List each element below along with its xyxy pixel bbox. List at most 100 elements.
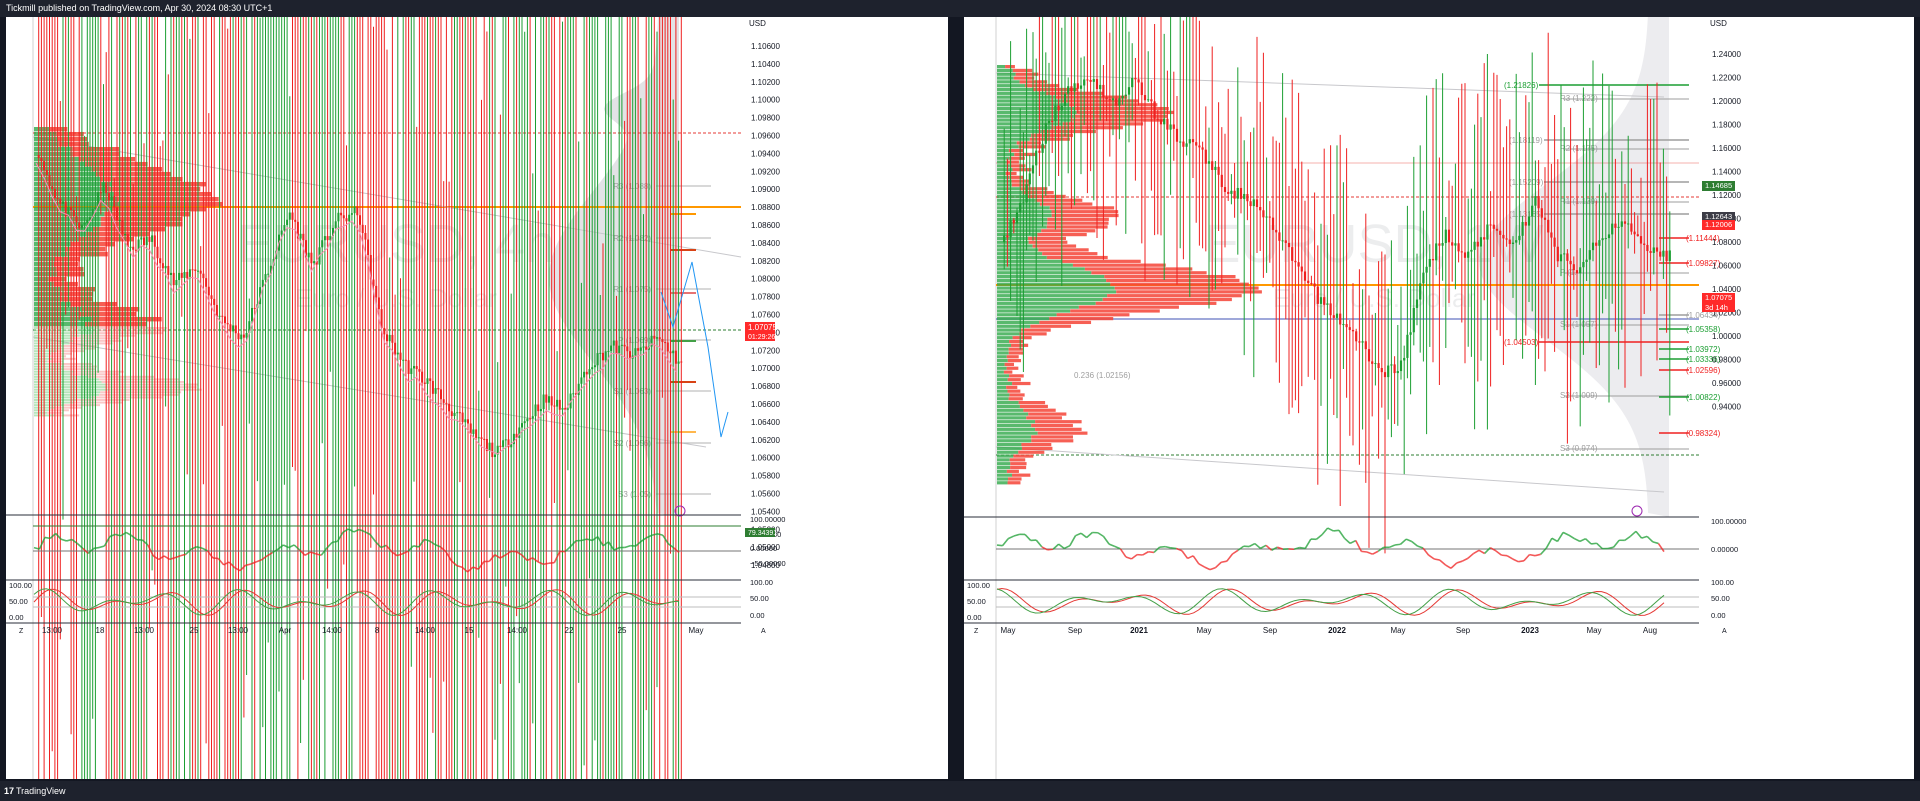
zoom-button[interactable]: Z	[19, 628, 24, 635]
candle-body	[232, 325, 235, 332]
oscillator-line	[1366, 551, 1373, 555]
candle-body	[1284, 240, 1287, 243]
candle-body	[1239, 187, 1243, 199]
volume-profile-bar-bull	[997, 248, 1039, 252]
oscillator-line	[1417, 545, 1424, 549]
candle-body	[234, 325, 237, 334]
candle-body	[1102, 84, 1105, 98]
volume-profile-bar-bear	[1027, 194, 1066, 199]
candle-body	[1428, 258, 1431, 267]
candle-body	[1342, 324, 1345, 326]
zoom-button[interactable]: Z	[974, 628, 979, 635]
oscillator-line	[1052, 543, 1060, 550]
oscillator-line	[1086, 531, 1093, 539]
candle-body	[1668, 250, 1671, 262]
volume-profile-bar-bull	[34, 334, 80, 337]
oscillator-line	[1131, 553, 1138, 560]
stoch-axis-tick-left: 50.00	[967, 597, 986, 606]
volume-profile-bar-bear	[1005, 171, 1017, 176]
volume-profile-bar-bear	[1006, 469, 1019, 473]
volume-profile-bar-bull	[997, 381, 1013, 386]
candle-body	[1348, 327, 1351, 330]
volume-profile-bar-bull	[997, 412, 1029, 416]
fib-label: (1.21826)	[1504, 81, 1539, 90]
volume-profile-bar-bull	[997, 229, 1042, 233]
chart-panel-right[interactable]: EURUSD, 1W Euro / U.S. Dollar R3 (1.222) R2…	[964, 17, 1914, 779]
oscillator-line	[1372, 550, 1379, 555]
volume-profile-bar-bear	[1035, 420, 1082, 424]
oscillator-line	[228, 561, 236, 569]
candle-body	[1515, 240, 1518, 243]
volume-profile-bar-bull	[997, 473, 1013, 477]
candle-body	[1508, 239, 1511, 244]
candle-body	[475, 429, 478, 438]
last-price-tag	[745, 322, 775, 341]
time-tick: 2021	[1130, 626, 1148, 635]
time-tick: Aug	[1643, 626, 1657, 635]
volume-profile-bar-bull	[997, 343, 1012, 347]
candle-body	[337, 212, 340, 222]
volume-profile-bar-bear	[81, 307, 140, 312]
candle-body	[1527, 216, 1531, 226]
price-tick: 1.06200	[751, 436, 780, 445]
flash-icon	[674, 505, 686, 517]
candle-body	[280, 230, 283, 235]
price-tick: 1.04800	[751, 561, 780, 570]
candle-body	[1441, 243, 1444, 246]
oscillator-line	[1343, 537, 1351, 544]
volume-profile-bar-bull	[997, 359, 1008, 363]
volume-profile-bar-bull	[997, 301, 1096, 305]
candle-body	[97, 192, 100, 208]
candle-body	[202, 273, 205, 279]
auto-scale-button[interactable]: A	[761, 628, 766, 635]
volume-profile-bar-bull	[34, 368, 62, 371]
candle-body	[1015, 212, 1019, 224]
oscillator-line	[1102, 535, 1110, 545]
candle-body	[269, 265, 272, 274]
oscillator-line	[1473, 549, 1480, 555]
volume-profile-bar-bear	[1004, 362, 1014, 367]
volume-profile-bar-bull	[997, 271, 1092, 275]
candle-body	[91, 208, 94, 218]
candle-body	[1652, 247, 1655, 253]
candle-body	[634, 348, 637, 356]
candle-body	[580, 377, 583, 384]
stoch-axis-tick: 50.00	[1711, 594, 1730, 603]
countdown: 01:29:26	[748, 334, 775, 341]
oscillator-line	[1629, 530, 1637, 537]
footer-bar: 17 TradingView	[0, 781, 1920, 801]
price-tick: 0.94000	[1712, 403, 1741, 412]
candle-body	[175, 280, 178, 286]
volume-profile-bar-bear	[79, 334, 136, 337]
footer-brand[interactable]: TradingView	[16, 786, 66, 796]
oscillator-line	[1641, 535, 1648, 539]
candle-body	[224, 316, 226, 324]
candle-body	[1435, 243, 1438, 261]
oscillator-line	[564, 545, 572, 553]
osc-axis-tick: 100.00000	[750, 515, 785, 524]
oscillator-line	[196, 546, 203, 549]
candle-body	[1051, 120, 1054, 122]
price-tag-text: 1.07075	[1705, 293, 1732, 302]
auto-scale-button[interactable]: A	[1722, 628, 1727, 635]
volume-profile-bar-bear	[111, 207, 207, 212]
volume-profile-bar-bear	[1012, 68, 1033, 73]
oscillator-line	[439, 546, 447, 553]
oscillator-line	[1456, 560, 1463, 564]
volume-profile-bar-bull	[997, 76, 1014, 80]
volume-profile-bar-bull	[997, 366, 1007, 370]
candle-body	[1505, 238, 1508, 240]
oscillator-line	[266, 551, 273, 557]
volume-profile-bar-bull	[997, 481, 1008, 485]
chart-panel-left[interactable]: EURUSD, 4h Euro / U.S. Dollar R3 (1.088) R2…	[6, 17, 948, 779]
oscillator-line	[1159, 545, 1166, 548]
price-tick: 1.24000	[1712, 50, 1741, 59]
candle-body	[1335, 313, 1339, 318]
volume-profile-bar-bear	[104, 212, 191, 217]
oscillator-line	[1265, 544, 1273, 551]
candle-body	[251, 307, 253, 322]
volume-profile-bar-bull	[997, 332, 1020, 336]
oscillator-line	[391, 551, 398, 557]
price-tick: 1.08200	[751, 257, 780, 266]
volume-profile-bar-bear	[1006, 385, 1018, 389]
